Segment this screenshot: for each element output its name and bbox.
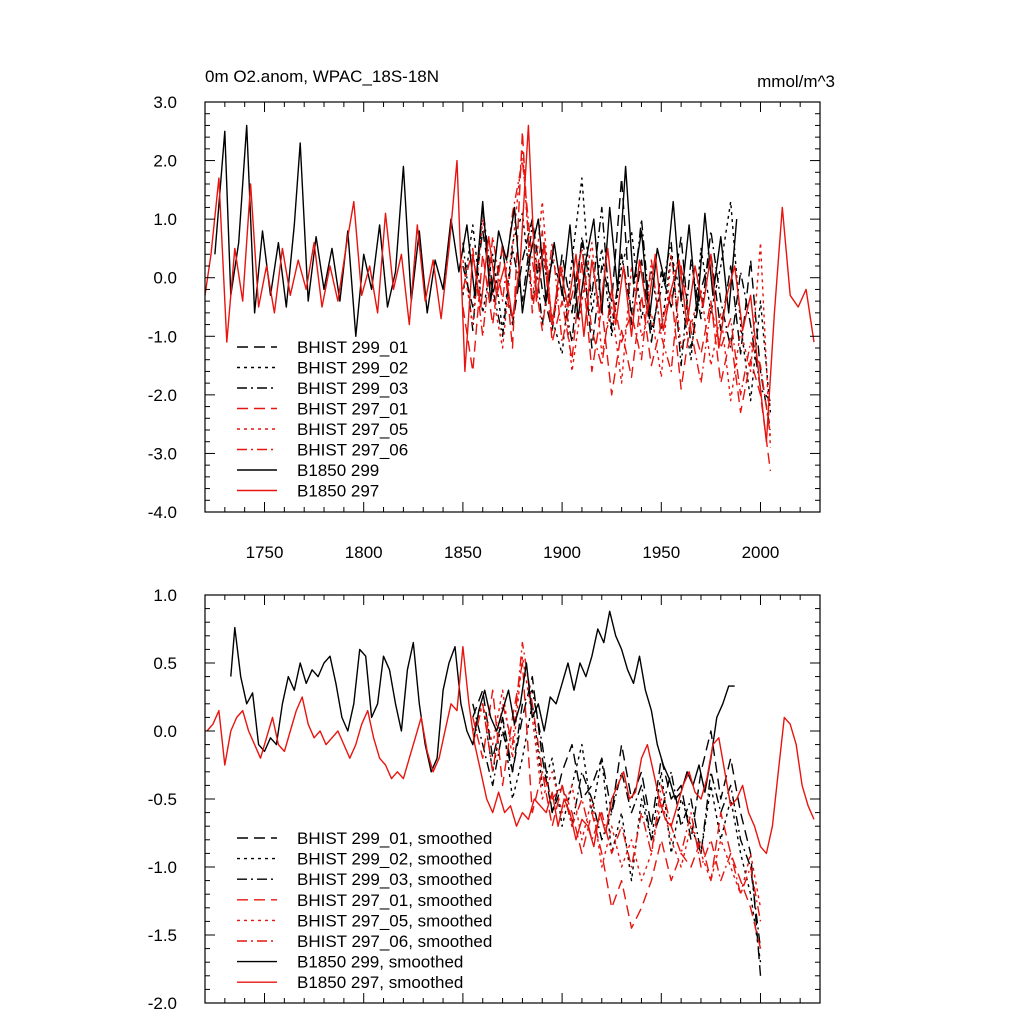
legend-label: BHIST 299_02, smoothed [297, 850, 492, 869]
legend-label: B1850 299, smoothed [297, 953, 463, 972]
legend-label: BHIST 299_01 [297, 338, 408, 357]
series-line-7 [230, 610, 735, 800]
y-tick-label: 1.0 [153, 586, 177, 605]
y-tick-label: -0.5 [148, 790, 177, 809]
y-tick-label: -2.0 [148, 386, 177, 405]
x-tick-label: 1750 [246, 543, 284, 562]
series-line-3 [462, 206, 771, 402]
series-line-5 [472, 655, 762, 908]
y-tick-label: -3.0 [148, 444, 177, 463]
chart-title: 0m O2.anom, WPAC_18S-18N [205, 67, 439, 86]
series-line-6 [472, 641, 762, 922]
legend-label: B1850 297 [297, 482, 379, 501]
legend-label: BHIST 297_01, smoothed [297, 891, 492, 910]
y-tick-label: 0.5 [153, 654, 177, 673]
legend-label: B1850 297, smoothed [297, 973, 463, 992]
x-tick-label: 1800 [345, 543, 383, 562]
series-line-4 [462, 130, 772, 472]
series-line-3 [472, 689, 762, 949]
legend-label: BHIST 297_05, smoothed [297, 911, 492, 930]
y-tick-label: -2.0 [148, 994, 177, 1013]
series-line-2 [462, 177, 772, 413]
legend-label: BHIST 299_03, smoothed [297, 870, 492, 889]
y-tick-label: -4.0 [148, 503, 177, 522]
series-line-7 [214, 124, 738, 337]
series-line-8 [204, 124, 815, 443]
y-tick-label: 3.0 [153, 93, 177, 112]
series-group [206, 610, 815, 976]
legend: BHIST 299_01, smoothed BHIST 299_02, smoo… [237, 829, 492, 992]
y-tick-label: -1.0 [148, 858, 177, 877]
y-tick-label: 0.0 [153, 269, 177, 288]
x-tick-label: 1850 [444, 543, 482, 562]
legend-label: BHIST 299_01, smoothed [297, 829, 492, 848]
series-line-1 [462, 177, 772, 431]
legend-label: B1850 299 [297, 461, 379, 480]
legend-label: BHIST 297_06 [297, 441, 408, 460]
series-line-5 [462, 148, 772, 448]
x-tick-label: 1900 [543, 543, 581, 562]
y-tick-label: 0.0 [153, 722, 177, 741]
panel-1: 1750 1800 1850 1900 1950 2000 -4.0 -3.0 -2.0 -1.0… [148, 93, 821, 562]
legend-label: BHIST 299_02 [297, 359, 408, 378]
series-line-1 [472, 675, 762, 976]
y-tick-label: 1.0 [153, 210, 177, 229]
x-tick-label: 1950 [642, 543, 680, 562]
legend-label: BHIST 297_06, smoothed [297, 932, 492, 951]
panel-2: -2.0 -1.5 -1.0 -0.5 0.0 0.5 1.0 BHIST 299_01, s… [148, 586, 821, 1013]
y-tick-label: 2.0 [153, 152, 177, 171]
legend-label: BHIST 297_01 [297, 400, 408, 419]
series-group [204, 124, 815, 472]
legend-label: BHIST 299_03 [297, 379, 408, 398]
x-tick-label: 2000 [742, 543, 780, 562]
y-tick-label: -1.0 [148, 327, 177, 346]
y-tick-label: -1.5 [148, 926, 177, 945]
plot-frame [204, 101, 821, 513]
units-label: mmol/m^3 [757, 72, 835, 91]
legend-label: BHIST 297_05 [297, 420, 408, 439]
series-line-8 [206, 646, 815, 855]
